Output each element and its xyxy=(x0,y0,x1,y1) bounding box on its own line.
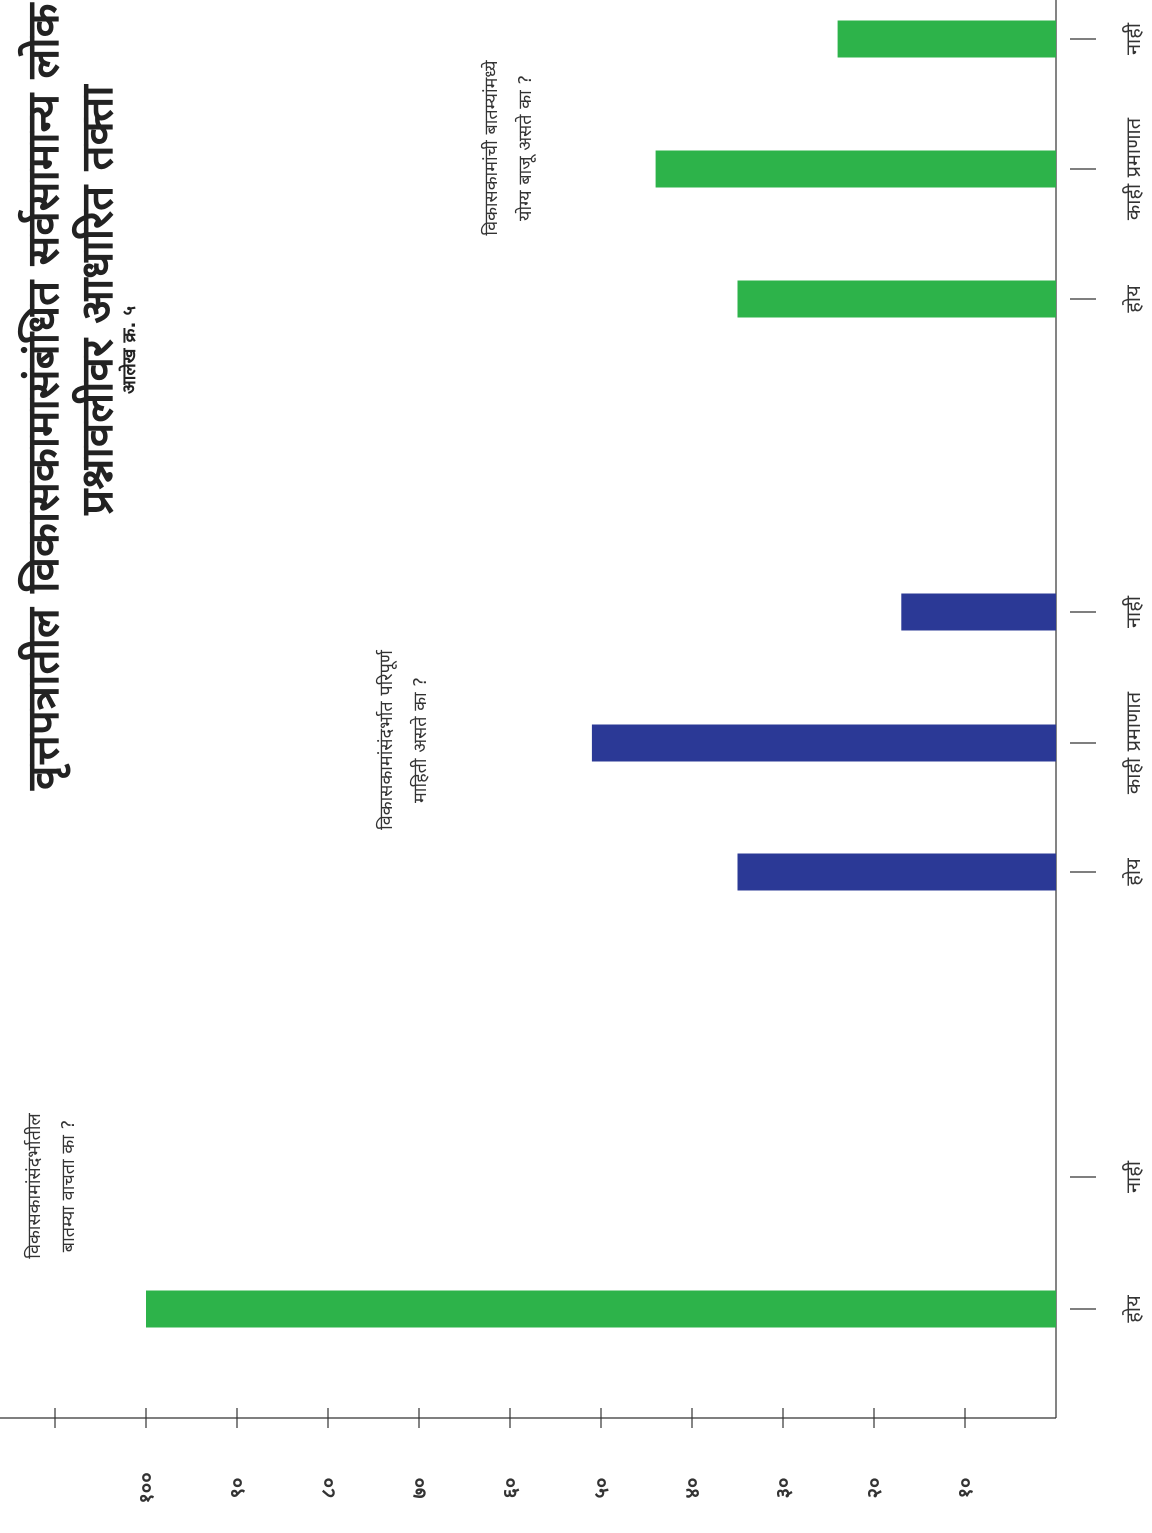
bar xyxy=(737,853,1056,891)
category-label: काही प्रमाणात xyxy=(1121,691,1145,794)
question-label: योग्य बाजू असते का ? xyxy=(514,75,536,221)
value-tick-label: ८० xyxy=(316,1478,340,1499)
category-label: नाही xyxy=(1121,22,1145,55)
bar xyxy=(837,20,1056,58)
chart-title-line2: प्रश्नावलीवर आधारित तक्ता xyxy=(71,84,123,516)
category-label: होय xyxy=(1121,1295,1145,1323)
value-tick-label: १०० xyxy=(134,1472,158,1503)
question-label: विकासकामांसंदर्भात परिपूर्ण xyxy=(375,649,397,830)
bar xyxy=(146,1290,1056,1328)
value-tick-label: ३० xyxy=(771,1478,795,1499)
bar xyxy=(655,150,1056,188)
bar xyxy=(591,724,1056,762)
category-label: नाही xyxy=(1121,595,1145,628)
bar xyxy=(737,280,1056,318)
question-label: विकासकामांसंदर्भातील xyxy=(23,1113,45,1259)
value-tick-label: ४० xyxy=(680,1478,704,1499)
value-tick-label: २० xyxy=(862,1478,886,1499)
value-tick-label: ६० xyxy=(498,1478,522,1499)
category-label: होय xyxy=(1121,285,1145,313)
chart-title-line1: वृत्तपत्रातील विकासकामासंबंधित सर्वसामान… xyxy=(17,1,71,791)
question-label: माहिती असते का ? xyxy=(409,677,431,803)
category-label: होय xyxy=(1121,858,1145,886)
question-labels: विकासकामांसंदर्भातील बातम्या वाचता का ? वि… xyxy=(23,60,536,1259)
value-tick-label: ५० xyxy=(589,1478,613,1499)
chart-titles: वृत्तपत्रातील विकासकामासंबंधित सर्वसामान… xyxy=(17,1,140,791)
value-tick-label: ७० xyxy=(407,1478,431,1499)
category-label: काही प्रमाणात xyxy=(1121,117,1145,220)
category-label: नाही xyxy=(1121,1160,1145,1193)
figure-label: आलेख क्र. ५ xyxy=(118,306,140,394)
value-tick-label: ९० xyxy=(225,1478,249,1499)
question-label: विकासकामांची बातम्यांमध्ये xyxy=(480,60,502,236)
value-tick-label: १० xyxy=(953,1478,977,1499)
bars xyxy=(146,20,1056,1328)
question-label: बातम्या वाचता का ? xyxy=(58,1120,79,1252)
bar xyxy=(901,593,1056,631)
category-labels: होय नाही होय काही प्रमाणात नाही होय काही प्रमा… xyxy=(1070,22,1145,1323)
axes: १० २० ३० ४० ५० ६० ७० ८० ९० १०० xyxy=(0,0,1057,1504)
